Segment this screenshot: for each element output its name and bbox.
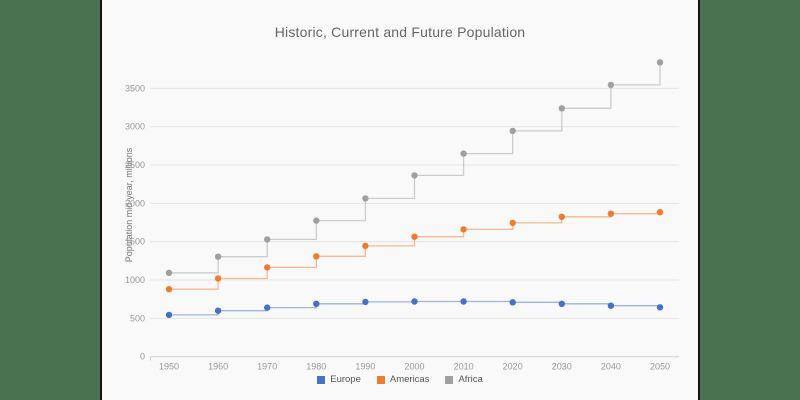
data-point-africa-2010[interactable] xyxy=(460,150,467,157)
legend-label: Europe xyxy=(330,374,361,385)
data-point-africa-1970[interactable] xyxy=(264,236,271,243)
x-tick-label: 2040 xyxy=(601,362,621,372)
data-point-americas-1980[interactable] xyxy=(313,253,320,260)
population-step-chart: 0 500 1000 1500 2000 2500 3000 3500 1950 1960 1970… xyxy=(125,59,679,372)
legend-label: Americas xyxy=(389,374,430,385)
series-line-americas xyxy=(169,212,661,290)
y-tick-label: 500 xyxy=(130,313,145,323)
data-point-americas-1970[interactable] xyxy=(264,264,271,271)
y-tick-label: 2000 xyxy=(125,198,145,208)
chart-legend: Europe Americas Africa xyxy=(102,374,698,385)
legend-label: Africa xyxy=(458,374,483,385)
data-point-europe-2050[interactable] xyxy=(656,304,664,311)
data-point-americas-2020[interactable] xyxy=(509,219,516,227)
data-point-africa-1960[interactable] xyxy=(214,253,222,260)
data-point-africa-1950[interactable] xyxy=(165,269,173,276)
y-tick-label: 0 xyxy=(140,352,145,362)
y-tick-label: 1000 xyxy=(125,275,145,285)
data-point-americas-1960[interactable] xyxy=(214,275,222,282)
legend-swatch-americas xyxy=(376,375,385,384)
data-point-americas-2010[interactable] xyxy=(460,226,467,233)
data-point-americas-2050[interactable] xyxy=(656,209,664,216)
chart-card: Historic, Current and Future Population … xyxy=(100,0,700,400)
data-point-europe-1970[interactable] xyxy=(264,304,271,311)
x-tick-label: 1980 xyxy=(306,362,326,372)
data-point-europe-2010[interactable] xyxy=(460,298,467,305)
x-tick-label: 1950 xyxy=(159,362,179,372)
data-point-americas-1950[interactable] xyxy=(165,286,173,293)
data-point-americas-2030[interactable] xyxy=(558,213,565,220)
x-tick-label: 2030 xyxy=(552,362,572,372)
data-point-americas-1990[interactable] xyxy=(362,242,369,250)
data-point-africa-1990[interactable] xyxy=(362,195,369,202)
legend-swatch-africa xyxy=(445,375,454,384)
data-point-europe-2030[interactable] xyxy=(558,300,565,307)
legend-item-americas[interactable]: Americas xyxy=(376,374,430,385)
chart-title: Historic, Current and Future Population xyxy=(274,24,526,40)
y-tick-label: 1500 xyxy=(125,237,145,247)
x-tick-label: 2020 xyxy=(503,362,523,372)
legend-item-europe[interactable]: Europe xyxy=(317,374,361,385)
data-point-europe-2000[interactable] xyxy=(411,298,418,305)
legend-item-africa[interactable]: Africa xyxy=(445,374,483,385)
data-point-africa-2030[interactable] xyxy=(558,105,565,112)
x-tick-label: 2000 xyxy=(404,362,424,372)
y-tick-label: 3500 xyxy=(125,83,145,93)
data-point-europe-1950[interactable] xyxy=(165,311,173,319)
x-tick-label: 1990 xyxy=(355,362,375,372)
x-tick-label: 1960 xyxy=(208,362,228,372)
data-point-americas-2000[interactable] xyxy=(411,233,418,240)
y-tick-label: 3000 xyxy=(125,122,145,132)
data-point-europe-1960[interactable] xyxy=(214,307,222,314)
data-point-africa-2020[interactable] xyxy=(509,127,516,135)
data-point-europe-2040[interactable] xyxy=(607,302,615,309)
data-point-europe-1990[interactable] xyxy=(362,298,369,306)
data-point-americas-2040[interactable] xyxy=(607,210,615,217)
data-point-africa-1980[interactable] xyxy=(313,217,320,224)
x-tick-label: 2050 xyxy=(650,362,670,372)
data-point-europe-1980[interactable] xyxy=(313,300,320,307)
data-point-africa-2000[interactable] xyxy=(411,172,418,179)
data-point-africa-2040[interactable] xyxy=(607,81,615,89)
legend-swatch-europe xyxy=(317,375,326,384)
data-point-africa-2050[interactable] xyxy=(656,59,664,66)
x-tick-label: 2010 xyxy=(454,362,474,372)
data-point-europe-2020[interactable] xyxy=(509,299,516,306)
x-tick-label: 1970 xyxy=(257,362,277,372)
y-tick-label: 2500 xyxy=(125,160,145,170)
